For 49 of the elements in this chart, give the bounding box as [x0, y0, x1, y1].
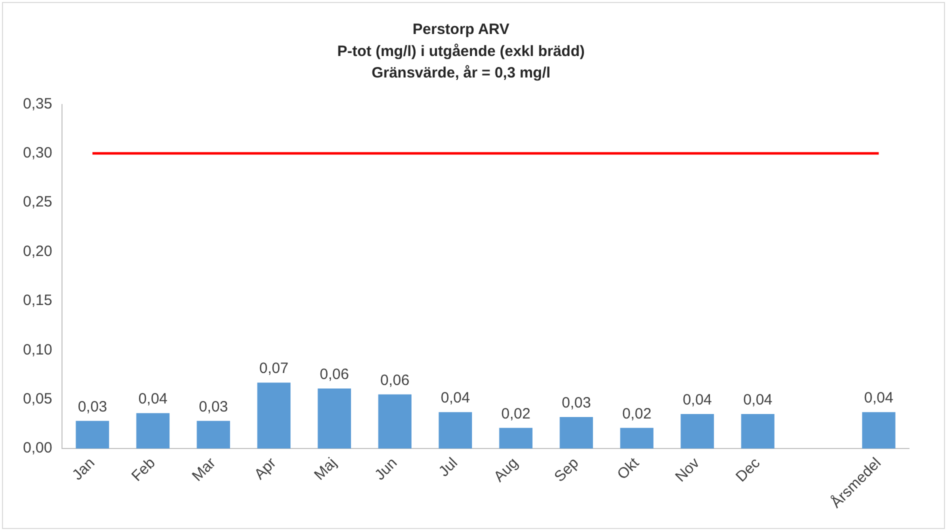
y-tick-label: 0,10 [22, 341, 52, 358]
y-tick-label: 0,20 [22, 242, 52, 260]
bar [741, 414, 774, 448]
y-tick-label: 0,35 [22, 95, 52, 112]
y-tick-label: 0,05 [22, 390, 52, 408]
x-tick-label: Okt [614, 454, 644, 484]
x-tick-label: Maj [311, 454, 340, 484]
bar [438, 412, 472, 448]
data-label: 0,04 [864, 390, 894, 407]
text: Gränsvärde, år = 0,3 mg/l [372, 64, 550, 82]
bar [257, 382, 291, 448]
x-tick-label: Jul [436, 454, 462, 480]
data-label: 0,04 [682, 392, 712, 409]
data-label: 0,02 [622, 405, 652, 422]
data-label: 0,06 [380, 372, 410, 390]
y-tick-label: 0,15 [22, 292, 52, 310]
data-label: 0,03 [562, 394, 591, 412]
bar [560, 417, 593, 448]
x-tick-label: Jan [69, 454, 98, 484]
bar [76, 420, 110, 448]
y-tick-label: 0,00 [22, 440, 52, 457]
data-label: 0,07 [259, 360, 288, 378]
x-tick-label: Nov [672, 454, 704, 486]
x-tick-label: Aug [490, 454, 522, 486]
bar [136, 413, 170, 448]
x-tick-label: Dec [732, 454, 764, 486]
x-tick-label: Feb [128, 454, 159, 485]
chart-subtitle: P-tot (mg/l) i utgående (exkl brädd) [337, 42, 585, 60]
bar [620, 428, 654, 448]
y-tick-label: 0,25 [22, 194, 52, 211]
data-label: 0,04 [743, 392, 772, 409]
x-tick-label: Sep [551, 454, 582, 486]
x-tick-label: Apr [251, 454, 280, 484]
chart-title: Perstorp ARV [412, 21, 510, 38]
data-label: 0,02 [501, 405, 530, 422]
data-label: 0,04 [440, 390, 470, 407]
data-label: 0,03 [78, 398, 108, 416]
bar [196, 420, 230, 448]
bar [378, 394, 412, 448]
x-tick-label: Mar [188, 454, 220, 485]
bar [862, 412, 896, 448]
data-label: 0,03 [198, 398, 228, 416]
bar [680, 414, 714, 448]
data-label: 0,06 [320, 366, 349, 384]
y-tick-label: 0,30 [22, 144, 52, 162]
bar [499, 428, 532, 448]
data-label: 0,04 [138, 390, 168, 408]
bar [318, 388, 352, 448]
x-tick-label: Jun [372, 454, 401, 484]
